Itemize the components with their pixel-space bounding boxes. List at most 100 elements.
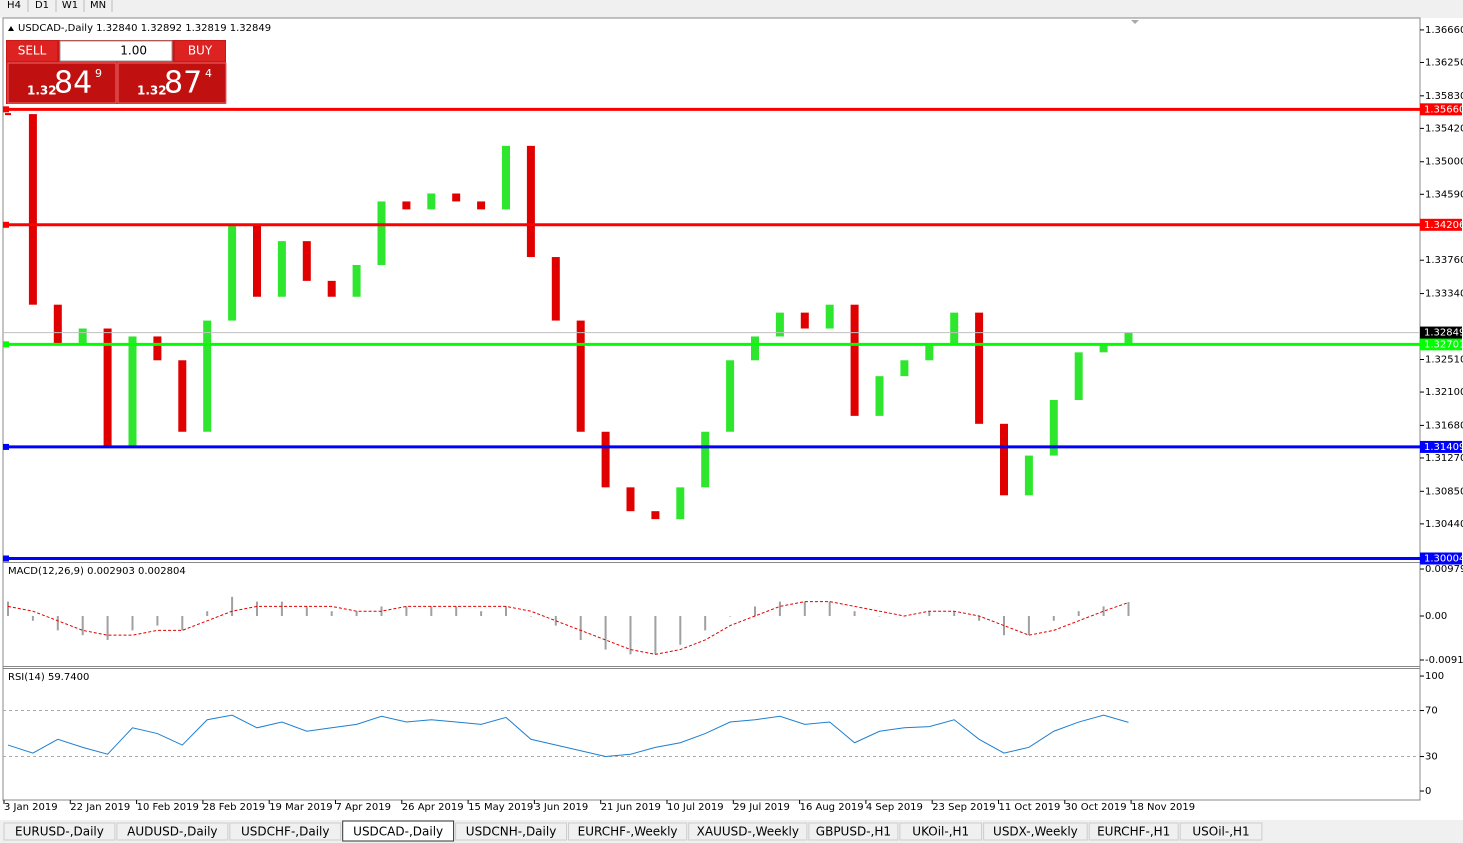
candle <box>402 201 411 210</box>
level-handle <box>3 106 9 113</box>
macd-bar <box>1102 606 1105 616</box>
tab-label: XAUUSD-,Weekly <box>697 825 799 839</box>
y-tick-label: 1.35000 <box>1425 157 1463 168</box>
tab-label: USOil-,H1 <box>1192 825 1249 839</box>
candle <box>875 376 884 416</box>
macd-bar <box>106 615 109 640</box>
macd-bar <box>579 615 582 640</box>
candle <box>676 487 685 520</box>
tab[interactable] <box>455 822 568 841</box>
y-tick-label: 1.33340 <box>1425 289 1463 300</box>
macd-bar <box>405 606 408 616</box>
macd-bar <box>305 606 308 616</box>
candle <box>1074 352 1083 400</box>
macd-bar <box>853 611 856 616</box>
tab[interactable] <box>116 822 229 841</box>
tab[interactable] <box>229 822 342 841</box>
tab[interactable] <box>899 822 983 841</box>
tab[interactable] <box>688 822 808 841</box>
tab[interactable] <box>568 822 688 841</box>
level-label: 1.31409 <box>1424 442 1463 453</box>
macd-bar <box>529 615 532 617</box>
lot-input[interactable] <box>59 40 173 62</box>
buy-label: BUY <box>188 44 213 58</box>
ask-pips: 87 <box>164 66 202 101</box>
candle <box>28 114 37 305</box>
macd-bar <box>480 611 483 616</box>
timeframe-button[interactable]: D1 <box>35 0 49 11</box>
candle <box>950 312 959 345</box>
level-handle <box>3 341 9 348</box>
candle <box>452 193 461 202</box>
tab[interactable] <box>3 822 116 841</box>
ask-point: 4 <box>205 67 212 80</box>
x-tick-label: 22 Jan 2019 <box>70 802 130 813</box>
y-tick-label: 1.32510 <box>1425 354 1463 365</box>
toolbar <box>0 0 1463 18</box>
chart-icon <box>8 26 14 31</box>
level-handle <box>3 555 9 562</box>
y-tick-label: 100 <box>1425 671 1444 682</box>
y-tick-label: 70 <box>1425 706 1438 717</box>
candle <box>1024 455 1033 496</box>
tab[interactable] <box>1179 822 1263 841</box>
y-tick-label: 0 <box>1425 786 1431 797</box>
candle <box>726 360 735 432</box>
candle <box>377 201 386 265</box>
y-tick-label: 1.35830 <box>1425 91 1463 102</box>
macd-bar <box>1052 615 1055 621</box>
macd-bar <box>729 615 732 617</box>
chart-title: USDCAD-,Daily 1.32840 1.32892 1.32819 1.… <box>18 23 271 34</box>
macd-bar <box>31 615 34 621</box>
tab-label: USDX-,Weekly <box>993 825 1078 839</box>
tab[interactable] <box>1088 822 1179 841</box>
level-label-bg <box>1420 440 1462 453</box>
macd-bar <box>330 611 333 616</box>
candle <box>925 344 934 361</box>
tab[interactable] <box>983 822 1088 841</box>
tab-label: EURCHF-,H1 <box>1097 825 1170 839</box>
timeframe-button[interactable]: MN <box>90 0 106 11</box>
ask-box[interactable] <box>117 62 227 104</box>
macd-title: MACD(12,26,9) 0.002903 0.002804 <box>8 566 186 577</box>
macd-bar <box>778 601 781 616</box>
tab-label: UKOil-,H1 <box>912 825 969 839</box>
candle <box>203 320 212 432</box>
candle <box>78 328 87 345</box>
bid-box[interactable] <box>7 62 117 104</box>
candle <box>551 257 560 321</box>
candle <box>850 304 859 416</box>
sell-button[interactable] <box>7 41 57 61</box>
candle <box>751 336 759 361</box>
macd-bar <box>455 606 458 616</box>
tab-label: AUDUSD-,Daily <box>127 825 217 839</box>
x-tick-label: 26 Apr 2019 <box>402 802 464 813</box>
candle <box>502 145 510 210</box>
tab-label: EURCHF-,Weekly <box>578 825 678 839</box>
level-label-bg <box>1420 218 1462 231</box>
bid-big: 1.32 <box>27 84 57 98</box>
candle <box>975 312 984 424</box>
y-tick-label: 1.35420 <box>1425 123 1463 134</box>
x-tick-label: 11 Oct 2019 <box>999 802 1061 813</box>
macd-bar <box>554 615 557 626</box>
x-tick-label: 19 Mar 2019 <box>269 802 332 813</box>
price-label: 1.32849 <box>1424 328 1463 339</box>
timeframe-button[interactable]: W1 <box>62 0 78 11</box>
candle <box>1049 399 1058 456</box>
x-tick-label: 23 Sep 2019 <box>932 802 995 813</box>
buy-button[interactable] <box>175 41 225 61</box>
sell-label: SELL <box>18 44 47 58</box>
tab-label: EURUSD-,Daily <box>15 825 104 839</box>
level-label: 1.35660 <box>1424 104 1463 115</box>
macd-bar <box>56 615 59 631</box>
macd-bar <box>604 615 607 650</box>
level-label-bg <box>1420 552 1462 565</box>
tab[interactable] <box>808 822 899 841</box>
candle <box>128 336 137 448</box>
macd-bar <box>1077 611 1080 616</box>
active-tab[interactable] <box>342 820 455 842</box>
timeframe-button[interactable]: H4 <box>7 0 21 11</box>
